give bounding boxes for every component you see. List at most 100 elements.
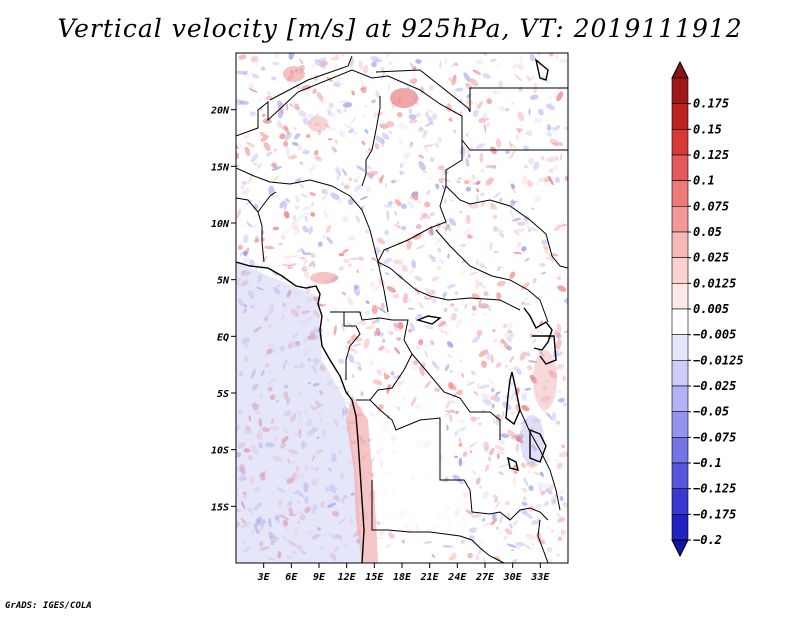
velocity-speck <box>283 410 292 417</box>
velocity-speck <box>559 153 563 162</box>
velocity-speck <box>278 242 283 246</box>
velocity-speck <box>306 530 314 536</box>
velocity-speck <box>384 204 393 208</box>
velocity-speck <box>442 331 450 335</box>
velocity-speck <box>295 195 300 203</box>
velocity-speck <box>426 189 431 196</box>
velocity-speck <box>334 139 338 145</box>
velocity-speck <box>434 142 440 148</box>
velocity-speck <box>312 454 316 462</box>
velocity-speck <box>486 351 491 361</box>
velocity-speck <box>424 380 431 389</box>
velocity-speck <box>552 411 557 422</box>
velocity-speck <box>355 286 362 293</box>
velocity-speck <box>468 527 478 533</box>
velocity-speck <box>314 400 321 406</box>
velocity-speck <box>429 212 435 217</box>
velocity-speck <box>293 290 300 299</box>
velocity-speck <box>437 247 442 253</box>
velocity-speck <box>294 529 298 533</box>
velocity-speck <box>520 302 532 306</box>
velocity-speck <box>436 265 442 271</box>
velocity-speck <box>461 372 464 378</box>
velocity-speck <box>425 297 433 300</box>
velocity-speck <box>346 321 354 329</box>
velocity-speck <box>239 252 242 257</box>
velocity-speck <box>255 286 265 291</box>
velocity-speck <box>391 179 396 184</box>
velocity-speck <box>365 187 371 194</box>
velocity-speck <box>238 100 249 105</box>
velocity-speck <box>546 253 553 258</box>
velocity-speck <box>294 534 299 540</box>
velocity-speck <box>561 444 566 448</box>
velocity-speck <box>284 126 290 135</box>
velocity-speck <box>544 379 551 383</box>
velocity-speck <box>293 228 301 236</box>
velocity-speck <box>450 409 456 413</box>
velocity-speck <box>306 418 313 427</box>
colorbar-swatch <box>671 411 689 438</box>
velocity-speck <box>482 491 489 499</box>
velocity-speck <box>261 426 270 433</box>
velocity-speck <box>361 140 366 146</box>
velocity-speck <box>460 539 466 545</box>
velocity-speck <box>495 138 502 148</box>
velocity-speck <box>295 340 301 346</box>
velocity-speck <box>557 536 563 542</box>
velocity-speck <box>549 138 559 146</box>
velocity-speck <box>535 328 544 334</box>
velocity-speck <box>302 338 308 343</box>
velocity-speck <box>521 404 530 412</box>
velocity-speck <box>533 161 540 171</box>
velocity-speck <box>319 390 323 395</box>
velocity-speck <box>304 463 308 472</box>
velocity-speck <box>292 460 295 464</box>
velocity-speck <box>298 418 303 422</box>
velocity-speck <box>485 122 490 128</box>
velocity-speck <box>297 145 303 151</box>
velocity-speck <box>320 61 325 67</box>
velocity-speck <box>312 427 319 432</box>
velocity-speck <box>470 416 477 422</box>
velocity-speck <box>267 381 272 385</box>
velocity-speck <box>492 89 497 95</box>
velocity-speck <box>458 460 467 469</box>
velocity-speck <box>311 63 317 68</box>
velocity-speck <box>483 265 488 269</box>
velocity-speck <box>481 169 484 173</box>
velocity-speck <box>450 303 455 307</box>
velocity-speck <box>367 170 379 176</box>
velocity-speck <box>243 234 249 244</box>
velocity-speck <box>358 60 363 70</box>
velocity-speck <box>355 215 361 224</box>
velocity-speck <box>393 327 400 333</box>
velocity-speck <box>251 445 259 455</box>
velocity-speck <box>387 84 390 92</box>
colorbar-label: −0.005 <box>693 328 736 342</box>
velocity-speck <box>260 261 264 267</box>
velocity-speck <box>501 410 505 421</box>
velocity-speck <box>463 179 470 185</box>
velocity-speck <box>351 343 362 347</box>
velocity-speck <box>355 337 364 342</box>
velocity-speck <box>459 359 463 363</box>
velocity-speck <box>491 403 495 409</box>
velocity-speck <box>291 152 296 161</box>
colorbar-swatch <box>671 231 689 259</box>
velocity-speck <box>519 351 527 361</box>
velocity-speck <box>515 541 526 547</box>
velocity-speck <box>492 164 497 170</box>
velocity-speck <box>264 245 275 250</box>
velocity-speck <box>307 382 312 385</box>
velocity-speck <box>454 62 459 67</box>
velocity-speck <box>383 257 393 265</box>
velocity-speck <box>526 353 531 357</box>
velocity-speck <box>519 55 523 66</box>
velocity-speck <box>526 365 533 371</box>
velocity-speck <box>408 107 413 114</box>
velocity-speck <box>272 194 279 198</box>
velocity-speck <box>349 519 354 524</box>
velocity-speck <box>236 208 241 219</box>
velocity-speck <box>289 103 294 107</box>
